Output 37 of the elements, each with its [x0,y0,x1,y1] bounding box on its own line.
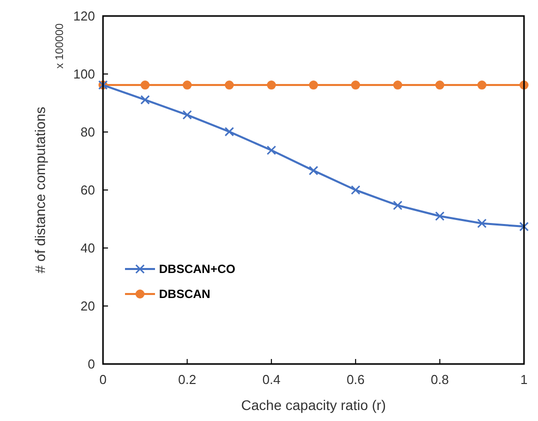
x-tick-label: 0.6 [346,372,365,387]
point [477,80,486,90]
point [224,80,234,90]
y-tick-label: 20 [80,298,95,314]
legend-label: DBSCAN [159,287,210,302]
x-tick-label: 0.4 [262,372,280,387]
point [182,80,192,90]
point [392,200,402,210]
point [140,95,150,105]
point [477,218,487,228]
y-tick-label: 0 [88,356,95,372]
y-axis-title: # of distance computations [32,106,48,274]
point [308,166,318,176]
x-tick-label: 1 [520,372,528,387]
x-tick-label: 0.2 [178,372,196,387]
y-tick-label: 120 [73,8,95,24]
point [435,80,444,90]
point [351,80,360,90]
point [224,126,234,136]
y-tick-label: 80 [80,124,95,140]
point [435,211,445,221]
y-tick-label: 60 [80,182,95,198]
point [350,185,360,195]
point [519,222,529,232]
legend-label: DBSCAN+CO [159,262,236,276]
point [266,80,276,90]
x-axis-title: Cache capacity ratio (r) [241,397,386,413]
y-tick-label: 40 [80,240,95,256]
text: x 100000 [54,23,66,69]
y-tick-label: 100 [73,66,95,82]
point [182,110,192,120]
x-tick-label: 0.8 [430,372,449,387]
x-tick-label: 0 [99,372,107,387]
point [393,80,402,90]
point [309,80,318,90]
point [266,146,276,156]
point [140,80,150,90]
